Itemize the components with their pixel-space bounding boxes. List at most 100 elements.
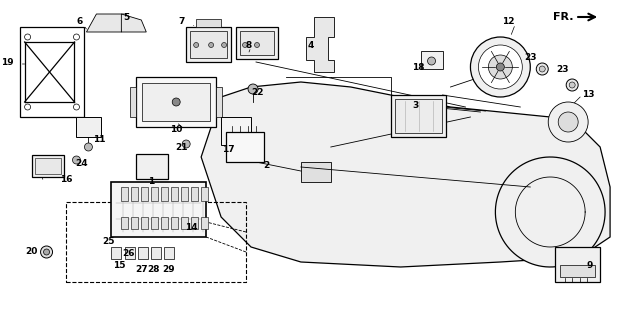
Circle shape	[74, 34, 79, 40]
Circle shape	[182, 140, 190, 148]
Bar	[172, 217, 178, 229]
Text: 14: 14	[185, 223, 198, 231]
Circle shape	[84, 143, 92, 151]
Bar	[142, 83, 210, 121]
Bar	[151, 217, 158, 229]
Bar	[190, 31, 227, 58]
Circle shape	[40, 246, 52, 258]
Text: 23: 23	[524, 53, 536, 61]
Bar	[196, 19, 221, 27]
Text: 12: 12	[502, 17, 515, 27]
Text: 2: 2	[263, 160, 269, 170]
Bar	[125, 247, 135, 259]
Circle shape	[172, 98, 180, 106]
Circle shape	[24, 104, 31, 110]
Text: FR.: FR.	[553, 12, 573, 22]
Bar	[151, 187, 158, 201]
Bar	[122, 217, 129, 229]
Bar	[136, 154, 168, 179]
Text: 7: 7	[178, 17, 184, 27]
Circle shape	[24, 34, 31, 40]
Bar	[136, 77, 216, 127]
Text: 5: 5	[124, 12, 129, 22]
Bar	[181, 217, 188, 229]
Bar	[131, 187, 138, 201]
Text: 22: 22	[252, 88, 264, 98]
Bar	[76, 117, 101, 137]
Circle shape	[566, 79, 578, 91]
Text: 15: 15	[113, 261, 125, 269]
Bar	[226, 132, 264, 162]
Circle shape	[44, 249, 49, 255]
Bar	[181, 187, 188, 201]
Text: 23: 23	[556, 64, 568, 74]
Text: 29: 29	[162, 264, 175, 274]
Bar	[191, 217, 198, 229]
Bar	[201, 217, 208, 229]
Bar	[151, 247, 161, 259]
Bar	[111, 247, 122, 259]
Text: 20: 20	[26, 248, 38, 256]
Circle shape	[255, 42, 259, 48]
Bar	[221, 117, 251, 145]
Bar	[236, 27, 278, 59]
Bar	[35, 158, 61, 174]
Bar	[172, 187, 178, 201]
Text: 11: 11	[93, 134, 106, 144]
Text: 6: 6	[76, 17, 83, 27]
Text: 8: 8	[246, 41, 252, 49]
Polygon shape	[86, 14, 126, 32]
Circle shape	[497, 63, 504, 71]
Circle shape	[569, 82, 575, 88]
Text: 3: 3	[412, 100, 419, 109]
Text: 18: 18	[412, 62, 425, 72]
Circle shape	[72, 156, 81, 164]
Text: 28: 28	[147, 264, 159, 274]
Polygon shape	[306, 17, 334, 72]
Text: 4: 4	[308, 41, 314, 49]
Text: 10: 10	[170, 125, 182, 133]
Polygon shape	[495, 157, 605, 267]
Text: 17: 17	[222, 145, 234, 153]
Bar	[164, 247, 174, 259]
Text: 13: 13	[582, 90, 595, 100]
Bar	[216, 87, 222, 117]
Circle shape	[479, 45, 522, 89]
Bar	[31, 155, 63, 177]
Bar	[560, 265, 595, 277]
Bar	[395, 99, 442, 133]
Circle shape	[248, 84, 258, 94]
Circle shape	[194, 42, 198, 48]
Bar	[122, 187, 129, 201]
Circle shape	[470, 37, 531, 97]
Bar	[161, 217, 168, 229]
Polygon shape	[201, 82, 610, 267]
Text: 26: 26	[122, 249, 134, 258]
Bar	[141, 187, 148, 201]
Text: 25: 25	[102, 237, 115, 247]
Circle shape	[536, 63, 548, 75]
Bar	[138, 247, 148, 259]
Bar	[161, 187, 168, 201]
Circle shape	[243, 42, 248, 48]
Circle shape	[221, 42, 227, 48]
Text: 19: 19	[1, 57, 14, 67]
Bar	[420, 51, 442, 69]
Polygon shape	[122, 14, 147, 32]
Circle shape	[540, 66, 545, 72]
Bar	[111, 182, 206, 237]
Circle shape	[548, 102, 588, 142]
Circle shape	[209, 42, 214, 48]
Bar	[240, 31, 274, 55]
Circle shape	[428, 57, 436, 65]
Bar	[201, 187, 208, 201]
Circle shape	[74, 104, 79, 110]
Bar	[131, 217, 138, 229]
Text: 27: 27	[135, 264, 148, 274]
Bar	[141, 217, 148, 229]
Text: 16: 16	[60, 174, 73, 184]
Text: 21: 21	[175, 143, 188, 152]
Text: 9: 9	[587, 261, 593, 269]
Bar	[390, 95, 445, 137]
Circle shape	[558, 112, 578, 132]
